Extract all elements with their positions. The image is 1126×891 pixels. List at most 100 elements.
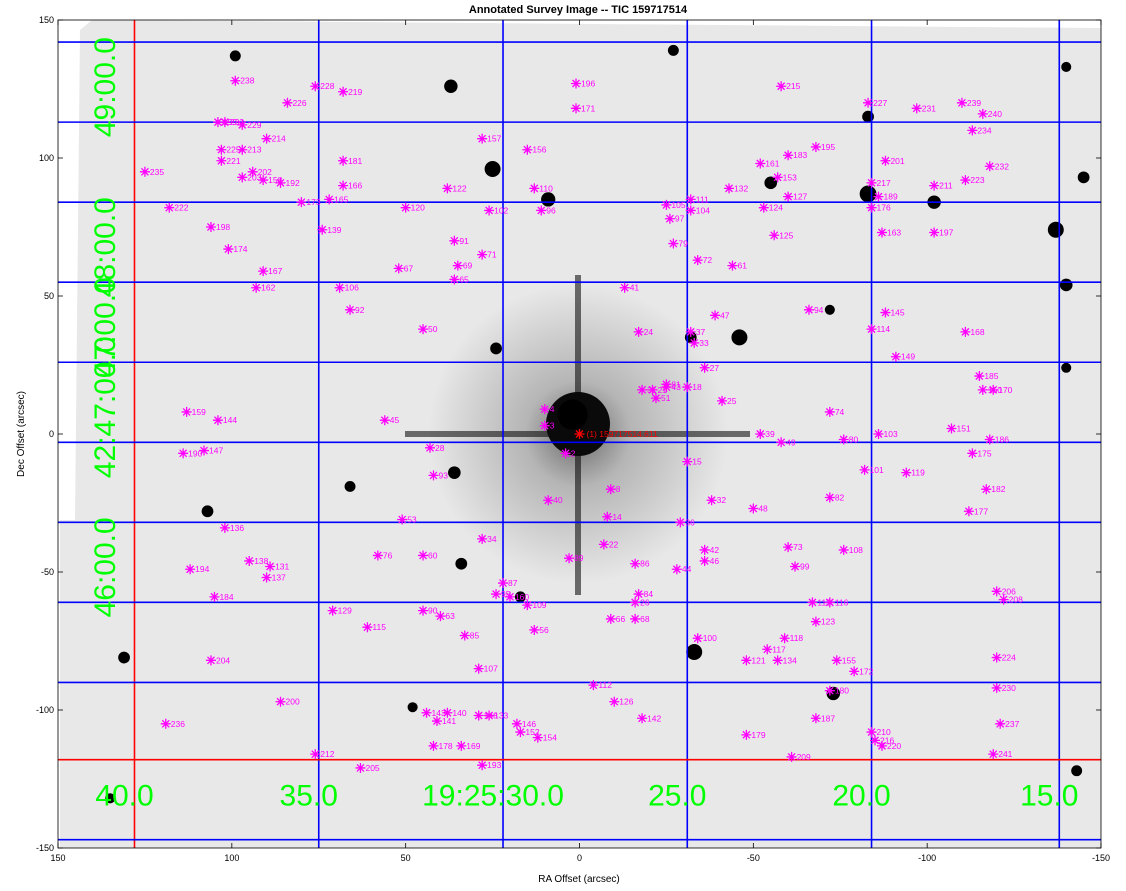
source-label: 96 (546, 205, 556, 215)
source-label: 43 (671, 382, 681, 392)
source-marker (675, 517, 686, 528)
star (1059, 278, 1073, 292)
source-label: 216 (880, 735, 894, 745)
axes: 150 100 50 0 -50 -100 -150 -150 -100 -50 0 50 100 150 (36, 15, 1110, 863)
source-label: 108 (849, 545, 863, 555)
source-marker (247, 166, 258, 177)
source-marker (261, 133, 272, 144)
star (201, 505, 214, 518)
source-marker (449, 235, 460, 246)
source-marker (984, 161, 995, 172)
source-marker (571, 103, 582, 114)
source-label: 114 (877, 324, 891, 334)
source-marker (491, 589, 502, 600)
source-label: 222 (174, 203, 188, 213)
dec-coordinate-label: 46:00.0 (89, 517, 122, 617)
source-marker (338, 155, 349, 166)
source-marker (824, 685, 835, 696)
source-label: 26 (640, 597, 650, 607)
source-marker (637, 713, 648, 724)
source-label: 162 (261, 283, 275, 293)
source-label: 51 (661, 393, 671, 403)
source-label: 123 (821, 617, 835, 627)
source-label: 196 (581, 78, 595, 88)
source-label: 140 (452, 708, 466, 718)
source-label: 211 (939, 181, 953, 191)
source-marker (139, 166, 150, 177)
source-marker (428, 470, 439, 481)
source-label: 105 (671, 200, 685, 210)
source-marker (205, 222, 216, 232)
source-marker (727, 260, 738, 271)
source-marker (929, 227, 940, 238)
source-label: 173 (306, 197, 320, 207)
source-marker (866, 324, 877, 335)
source-marker (345, 304, 356, 315)
star (764, 176, 778, 190)
source-label: 92 (355, 305, 365, 315)
source-marker (498, 578, 509, 589)
source-marker (783, 150, 794, 161)
source-label: 81 (671, 379, 681, 389)
source-marker (324, 194, 335, 205)
source-label: 122 (452, 183, 466, 193)
source-marker (790, 561, 801, 572)
star (824, 304, 835, 315)
x-tick-label: 0 (577, 853, 582, 863)
source-marker (456, 740, 467, 751)
source-label: 225 (226, 145, 240, 155)
y-axis-label: Dec Offset (arcsec) (16, 391, 27, 477)
source-label: 39 (765, 429, 775, 439)
source-label: 47 (720, 310, 730, 320)
x-tick-label: -100 (918, 853, 936, 863)
source-label: 85 (470, 630, 480, 640)
source-label: 227 (873, 98, 887, 108)
source-label: 160 (515, 592, 529, 602)
target-label: (1) 159717514.611 (587, 429, 658, 439)
source-label: 89 (574, 553, 584, 563)
source-marker (967, 125, 978, 136)
dec-coordinate-label: 42:47:00.0 (89, 336, 122, 478)
source-marker (776, 81, 787, 92)
source-label: 172 (859, 666, 873, 676)
star (105, 793, 116, 804)
source-marker (671, 564, 682, 575)
source-marker (310, 81, 321, 92)
source-marker (244, 555, 255, 566)
source-marker (237, 172, 248, 183)
source-label: 143 (432, 708, 446, 718)
source-marker (863, 97, 874, 108)
star (1047, 221, 1064, 238)
source-marker (880, 307, 891, 318)
source-marker (755, 158, 766, 169)
source-marker (991, 652, 1002, 663)
source-marker (258, 175, 269, 186)
source-marker (661, 199, 672, 210)
source-label: 230 (1002, 683, 1016, 693)
source-label: 106 (345, 283, 359, 293)
source-label: 36 (685, 517, 695, 527)
star (731, 329, 748, 346)
source-label: 102 (494, 205, 508, 215)
source-marker (212, 117, 223, 128)
source-marker (988, 749, 999, 760)
source-marker (522, 144, 533, 155)
source-marker (428, 740, 439, 751)
source-label: 165 (334, 194, 348, 204)
source-label: 158 (268, 175, 282, 185)
source-label: 182 (991, 484, 1005, 494)
source-label: 145 (890, 308, 904, 318)
source-label: 183 (793, 150, 807, 160)
source-marker (355, 762, 366, 773)
source-label: 24 (644, 327, 654, 337)
source-marker (723, 183, 734, 194)
source-label: 28 (435, 443, 445, 453)
source-label: 22 (609, 539, 619, 549)
source-marker (237, 119, 248, 130)
star (455, 557, 468, 570)
source-label: 133 (494, 711, 508, 721)
source-marker (741, 729, 752, 740)
source-label: 76 (383, 550, 393, 560)
x-tick-label: -50 (747, 853, 760, 863)
ra-coordinate-label: 15.0 (1020, 780, 1078, 813)
